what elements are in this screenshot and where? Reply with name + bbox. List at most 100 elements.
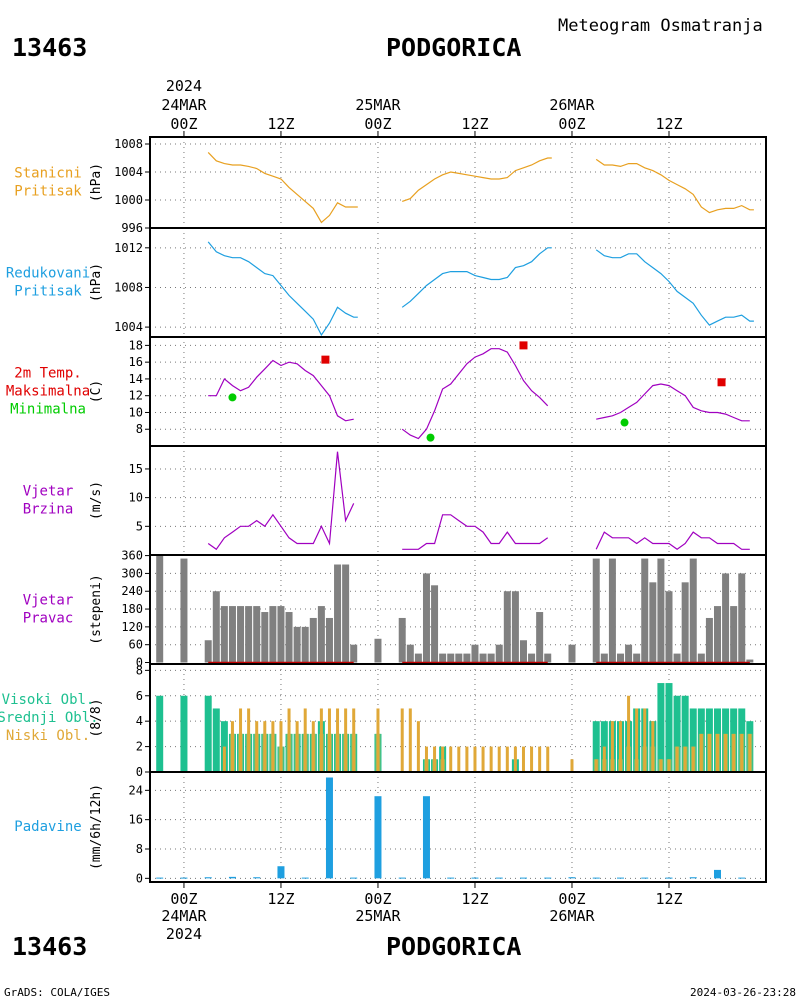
wind-dir-bar [269, 606, 277, 663]
plot-area [207, 241, 754, 337]
wind-dir-bar [568, 644, 576, 663]
panel-label: Padavine [14, 819, 81, 835]
plot-area [207, 451, 750, 551]
series-line-1 [207, 241, 358, 337]
y-tick-label: 8 [136, 663, 143, 677]
cloud-low-bar [449, 746, 453, 772]
day-label: 25MAR [355, 96, 401, 114]
wind-dir-bar [730, 606, 738, 663]
y-tick-label: 180 [121, 602, 143, 616]
plot-area [156, 555, 754, 664]
series-line-1 [207, 451, 355, 551]
panel-frame [149, 771, 767, 883]
y-tick-label: 18 [129, 338, 143, 352]
precip-bar [228, 876, 236, 879]
temp-max-marker [321, 355, 330, 364]
wind-dir-bar [689, 558, 697, 663]
wind-dir-bar [253, 606, 261, 663]
plot-timestamp: 2024-03-26-23:28 [690, 986, 796, 999]
cloud-low-bar [247, 708, 251, 772]
y-tick-label: 240 [121, 584, 143, 598]
y-tick-label: 8 [136, 842, 143, 856]
y-tick-label: 1012 [114, 241, 143, 255]
cloud-low-bar [538, 746, 542, 772]
wind-dir-bar [471, 644, 479, 663]
cloud-low-bar [667, 759, 671, 772]
panel-wind-direction: 0 60 120 180 240 300 360 (stepeni) Vjetar Pravac [23, 549, 767, 670]
panel-station-pressure: 996 1000 1004 1008 (hPa) Stanicni Pritisak [14, 136, 767, 235]
cloud-low-bar [279, 721, 283, 772]
hour-label: 00Z [364, 115, 391, 133]
y-tick-label: 4 [136, 714, 143, 728]
panel-temperature: 8 10 12 14 16 18 (C) 2m Temp. Maksimalna Minimaln… [6, 336, 767, 447]
hour-label: 00Z [170, 890, 197, 908]
cloud-low-bar [255, 721, 259, 772]
panel-label: Pravac [23, 611, 74, 627]
precip-bar [713, 869, 721, 879]
cloud-low-bar [424, 746, 428, 772]
day-label: 25MAR [355, 907, 401, 925]
unit-label: (mm/6h/12h) [89, 784, 104, 870]
y-tick-label: 16 [129, 813, 143, 827]
panel-frame [149, 336, 767, 447]
wind-dir-bar [633, 653, 641, 663]
station-id-top: 13463 [12, 33, 87, 62]
precip-bar [301, 877, 309, 879]
y-tick-label: 0 [136, 656, 143, 670]
cloud-high-bar [212, 708, 220, 772]
precip-bar [422, 796, 430, 879]
wind-dir-bar [681, 582, 689, 663]
cloud-high-bar [592, 721, 600, 772]
cloud-low-bar [594, 759, 598, 772]
cloud-low-bar [732, 733, 736, 772]
cloud-low-bar [740, 733, 744, 772]
wind-dir-bar [463, 653, 471, 663]
cloud-low-bar [465, 746, 469, 772]
wind-dir-bar [220, 606, 228, 663]
panel-frame [149, 227, 767, 338]
precip-bar [398, 877, 406, 879]
cloud-low-bar [319, 708, 323, 772]
wind-dir-bar [350, 644, 358, 663]
series-line-1 [208, 359, 354, 422]
wind-dir-bar [398, 617, 406, 663]
hour-label: 12Z [267, 890, 294, 908]
series-line-2 [402, 157, 552, 202]
plot-area [208, 341, 750, 442]
series-line-2 [401, 348, 549, 440]
y-tick-label: 1008 [114, 280, 143, 294]
precip-bar [641, 877, 649, 879]
precip-bar [325, 777, 333, 879]
precip-bar [374, 796, 382, 879]
wind-dir-bar [285, 612, 293, 663]
day-label: 24MAR [161, 96, 207, 114]
cloud-low-bar [643, 708, 647, 772]
cloud-low-bar [239, 708, 243, 772]
wind-dir-bar [309, 617, 317, 663]
y-tick-label: 2 [136, 740, 143, 754]
cloud-low-bar [336, 708, 340, 772]
cloud-low-bar [570, 759, 574, 772]
cloud-low-bar [376, 708, 380, 772]
hour-label: 12Z [655, 115, 682, 133]
unit-label: (hPa) [89, 163, 104, 202]
cloud-high-bar [665, 683, 673, 772]
y-tick-label: 360 [121, 549, 143, 563]
precip-bar [471, 877, 479, 879]
series-line-3 [595, 249, 754, 326]
wind-dir-bar [649, 582, 657, 663]
panel-label: Maksimalna [6, 384, 90, 400]
cloud-low-bar [530, 746, 534, 772]
wind-dir-bar [722, 573, 730, 663]
y-tick-label: 996 [121, 221, 143, 235]
wind-dir-bar [713, 606, 721, 663]
cloud-low-bar [222, 746, 226, 772]
cloud-low-bar [635, 708, 639, 772]
wind-dir-bar [503, 591, 511, 663]
hour-label: 12Z [461, 890, 488, 908]
wind-dir-bar [519, 640, 527, 663]
cloud-low-bar [433, 746, 437, 772]
cloud-low-bar [715, 733, 719, 772]
